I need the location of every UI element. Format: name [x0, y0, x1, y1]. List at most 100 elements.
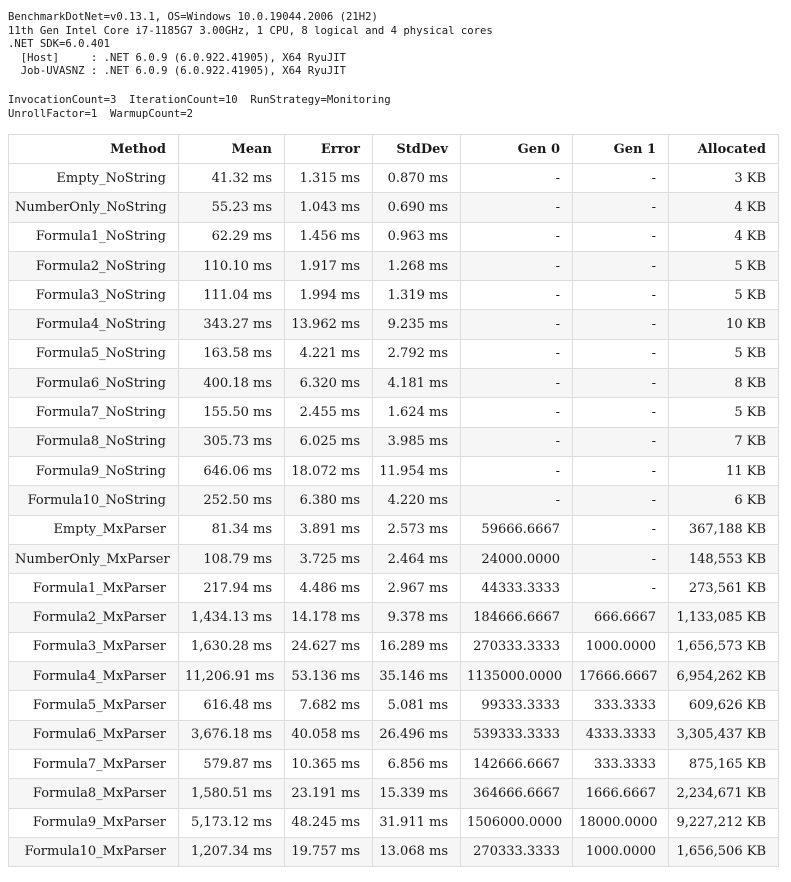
cell-gen0: -: [460, 368, 573, 399]
cell-mean: 305.73 ms: [178, 426, 285, 457]
cell-method: Formula9_NoString: [8, 455, 179, 487]
cell-gen0: -: [460, 309, 573, 340]
cell-stddev: 1.268 ms: [372, 250, 461, 282]
cell-mean: 81.34 ms: [178, 514, 285, 545]
cell-allocated: 7 KB: [668, 426, 779, 457]
cell-error: 10.365 ms: [284, 748, 373, 780]
table-row: Formula2_MxParser 1,434.13 ms 14.178 ms 9.3…: [8, 602, 779, 633]
cell-stddev: 16.289 ms: [372, 631, 461, 663]
cell-stddev: 11.954 ms: [372, 455, 461, 487]
cell-stddev: 2.792 ms: [372, 338, 461, 370]
cell-allocated: 6,954,262 KB: [668, 661, 779, 692]
cell-error: 19.757 ms: [284, 836, 373, 868]
cell-gen1: 666.6667: [572, 602, 669, 633]
cell-method: Formula5_MxParser: [8, 690, 179, 721]
table-row: Formula1_NoString 62.29 ms 1.456 ms 0.963 m…: [8, 221, 779, 252]
cell-method: Formula1_NoString: [8, 221, 179, 252]
cell-gen1: -: [572, 162, 669, 194]
cell-allocated: 1,656,506 KB: [668, 836, 779, 868]
column-header-method: Method: [8, 134, 179, 164]
cell-gen0: 270333.3333: [460, 631, 573, 663]
cell-error: 6.380 ms: [284, 485, 373, 516]
cell-gen0: -: [460, 485, 573, 516]
cell-method: Formula5_NoString: [8, 338, 179, 370]
cell-mean: 1,580.51 ms: [178, 778, 285, 809]
cell-method: Formula1_MxParser: [8, 573, 179, 604]
table-row: NumberOnly_NoString 55.23 ms 1.043 ms 0.690…: [8, 192, 779, 223]
cell-method: Formula9_MxParser: [8, 807, 179, 838]
cell-allocated: 3,305,437 KB: [668, 719, 779, 750]
table-row: Formula4_MxParser 11,206.91 ms 53.136 ms 35…: [8, 661, 779, 692]
table-row: Empty_NoString 41.32 ms 1.315 ms 0.870 ms - -…: [8, 162, 779, 194]
cell-gen0: 59666.6667: [460, 514, 573, 545]
table-row: Formula5_NoString 163.58 ms 4.221 ms 2.792 …: [8, 338, 779, 370]
environment-line: BenchmarkDotNet=v0.13.1, OS=Windows 10.0…: [8, 11, 378, 23]
cell-error: 2.455 ms: [284, 397, 373, 428]
cell-gen0: -: [460, 397, 573, 428]
cell-gen0: 142666.6667: [460, 748, 573, 780]
cell-stddev: 0.690 ms: [372, 192, 461, 223]
cell-method: Formula7_MxParser: [8, 748, 179, 780]
cell-gen1: 18000.0000: [572, 807, 669, 838]
cell-stddev: 26.496 ms: [372, 719, 461, 750]
cell-error: 1.917 ms: [284, 250, 373, 282]
cell-method: Formula10_NoString: [8, 485, 179, 516]
table-row: Formula8_MxParser 1,580.51 ms 23.191 ms 15.…: [8, 778, 779, 809]
cell-error: 1.315 ms: [284, 162, 373, 194]
cell-error: 4.486 ms: [284, 573, 373, 604]
cell-gen1: -: [572, 455, 669, 487]
cell-method: Empty_NoString: [8, 162, 179, 194]
cell-gen1: 1000.0000: [572, 836, 669, 868]
cell-gen0: 24000.0000: [460, 543, 573, 575]
cell-allocated: 5 KB: [668, 397, 779, 428]
table-row: Formula9_MxParser 5,173.12 ms 48.245 ms 31.…: [8, 807, 779, 838]
cell-gen0: -: [460, 250, 573, 282]
cell-mean: 55.23 ms: [178, 192, 285, 223]
cell-method: Formula3_NoString: [8, 280, 179, 311]
cell-stddev: 2.464 ms: [372, 543, 461, 575]
cell-gen1: 1000.0000: [572, 631, 669, 663]
cell-gen0: -: [460, 280, 573, 311]
cell-gen1: 333.3333: [572, 690, 669, 721]
environment-line: [Host] : .NET 6.0.9 (6.0.922.41905), X64…: [8, 51, 347, 64]
table-row: Formula3_MxParser 1,630.28 ms 24.627 ms 16.…: [8, 631, 779, 663]
cell-gen1: -: [572, 192, 669, 223]
cell-method: Formula8_NoString: [8, 426, 179, 457]
cell-stddev: 0.870 ms: [372, 162, 461, 194]
job-setting-line: UnrollFactor=1 WarmupCount=2: [8, 107, 193, 120]
cell-gen0: -: [460, 221, 573, 252]
cell-method: Empty_MxParser: [8, 514, 179, 545]
cell-method: Formula6_NoString: [8, 368, 179, 399]
column-header-gen0: Gen 0: [460, 134, 573, 164]
cell-error: 40.058 ms: [284, 719, 373, 750]
cell-allocated: 6 KB: [668, 485, 779, 516]
cell-allocated: 1,133,085 KB: [668, 602, 779, 633]
cell-gen1: -: [572, 338, 669, 370]
cell-mean: 163.58 ms: [178, 338, 285, 370]
cell-stddev: 0.963 ms: [372, 221, 461, 252]
cell-stddev: 9.378 ms: [372, 602, 461, 633]
cell-error: 3.725 ms: [284, 543, 373, 575]
cell-mean: 108.79 ms: [178, 543, 285, 575]
cell-gen1: -: [572, 397, 669, 428]
cell-method: NumberOnly_MxParser: [8, 543, 179, 575]
cell-method: Formula10_MxParser: [8, 836, 179, 868]
table-row: Formula10_NoString 252.50 ms 6.380 ms 4.220…: [8, 485, 779, 516]
environment-line: 11th Gen Intel Core i7-1185G7 3.00GHz, 1…: [8, 24, 493, 37]
cell-method: NumberOnly_NoString: [8, 192, 179, 223]
cell-mean: 3,676.18 ms: [178, 719, 285, 750]
benchmark-results-table: Method Mean Error StdDev Gen 0 Gen 1 All…: [8, 134, 779, 868]
cell-stddev: 6.856 ms: [372, 748, 461, 780]
cell-error: 3.891 ms: [284, 514, 373, 545]
cell-error: 1.456 ms: [284, 221, 373, 252]
cell-error: 6.320 ms: [284, 368, 373, 399]
cell-gen1: -: [572, 368, 669, 399]
cell-mean: 646.06 ms: [178, 455, 285, 487]
table-row: Formula1_MxParser 217.94 ms 4.486 ms 2.967 …: [8, 573, 779, 604]
cell-allocated: 367,188 KB: [668, 514, 779, 545]
cell-mean: 343.27 ms: [178, 309, 285, 340]
cell-gen1: 1666.6667: [572, 778, 669, 809]
cell-error: 1.043 ms: [284, 192, 373, 223]
environment-line: .NET SDK=6.0.401: [8, 38, 111, 51]
cell-gen1: -: [572, 573, 669, 604]
